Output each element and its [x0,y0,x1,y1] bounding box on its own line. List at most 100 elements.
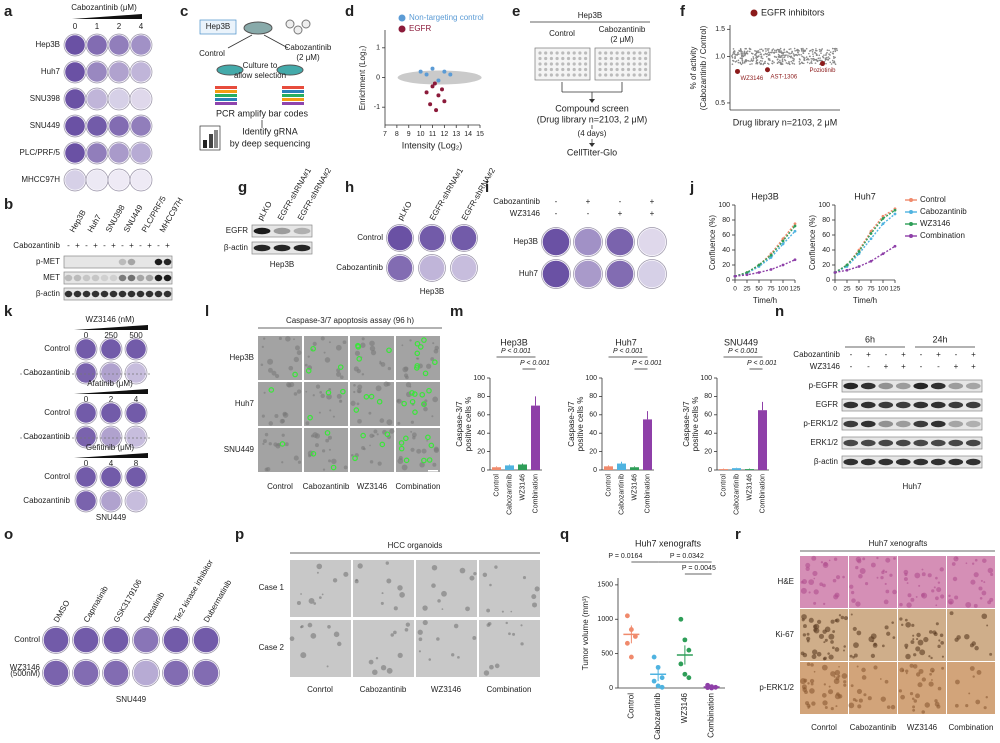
texture [810,663,814,667]
wedge [74,453,148,458]
sign: - [867,362,870,371]
texture [951,562,956,566]
row-label: SNU449 [224,445,255,454]
texture [823,54,825,56]
point-label: AST-1306 [771,74,798,80]
p-value: P < 0.001 [520,360,550,367]
texture [776,48,779,51]
texture [870,562,876,568]
texture [815,58,818,61]
legend-marker [398,14,406,22]
well [578,51,582,55]
panel-letter: k [4,303,13,320]
texture [323,351,326,354]
row-label: MHCC97H [21,175,60,184]
texture [501,610,504,613]
bar [643,419,652,470]
texture [915,693,920,699]
band [895,401,911,409]
texture [761,57,764,60]
x-tick-label: 0 [733,286,737,293]
y-tick-label: 0 [481,467,485,474]
texture [268,421,274,426]
texture [410,447,415,452]
texture [917,639,924,646]
band [965,439,981,447]
p-value: P = 0.0342 [670,553,704,560]
texture [802,52,805,55]
well [644,51,648,55]
texture [772,48,775,50]
texture [432,342,435,345]
line [834,213,896,274]
x-tick-label: 13 [452,131,460,138]
texture [900,694,905,700]
well [561,73,565,77]
dose-label: 0 [84,331,89,340]
texture [357,384,363,390]
point [845,263,849,267]
row-label: Control [14,635,40,644]
y-tick-label: 0 [609,685,613,692]
texture [379,418,385,423]
row-label: β-actin [224,243,248,252]
texture [934,699,938,703]
texture [904,572,908,577]
dose-label: 4 [109,459,114,468]
dish-stain [131,116,151,136]
texture [396,399,400,403]
texture [759,48,761,51]
well [584,56,588,61]
texture [912,705,916,709]
y-tick-label: 80 [704,393,712,400]
texture [531,594,537,600]
point [678,661,684,667]
texture [765,55,768,58]
band [64,274,73,282]
texture [855,699,858,703]
band [136,274,145,282]
column-label: WZ3146 [907,723,938,732]
apoptotic-cell [355,344,362,350]
dish-stain [606,260,634,288]
apoptotic-cell [368,393,375,400]
texture [792,59,794,62]
band [895,458,911,466]
y-tick-label: 100 [473,375,485,382]
texture [978,586,983,591]
x-tick-label: 25 [743,286,751,293]
dish-stain [163,627,189,653]
category-label: Combination [644,474,651,513]
texture [426,439,428,442]
texture [884,625,889,630]
texture [273,442,278,447]
line [834,209,896,274]
texture [800,61,803,64]
column-label: DMSO [52,599,72,624]
row-label: Case 2 [259,643,285,652]
texture [805,701,810,706]
row-label: Control [44,408,70,417]
band [154,274,163,282]
point [659,684,665,690]
sign: + [866,350,871,359]
column-label: Combination [487,685,532,694]
apoptotic-cell [363,394,370,400]
dish [124,361,148,385]
texture [327,435,332,440]
cell-line: Hep3B [270,260,294,269]
y-tick-label: 60 [822,232,830,239]
axis-label: Drug library n=2103, 2 μM [733,117,837,127]
row-label: Ki-67 [775,630,794,639]
point [745,271,749,274]
texture [788,48,791,51]
texture [792,57,795,60]
texture [939,567,944,572]
image-tile [416,620,477,677]
texture [812,55,815,58]
sign: - [157,241,160,250]
band [843,439,859,447]
texture [263,391,266,394]
category-label: Control [605,474,612,497]
well [621,56,625,61]
